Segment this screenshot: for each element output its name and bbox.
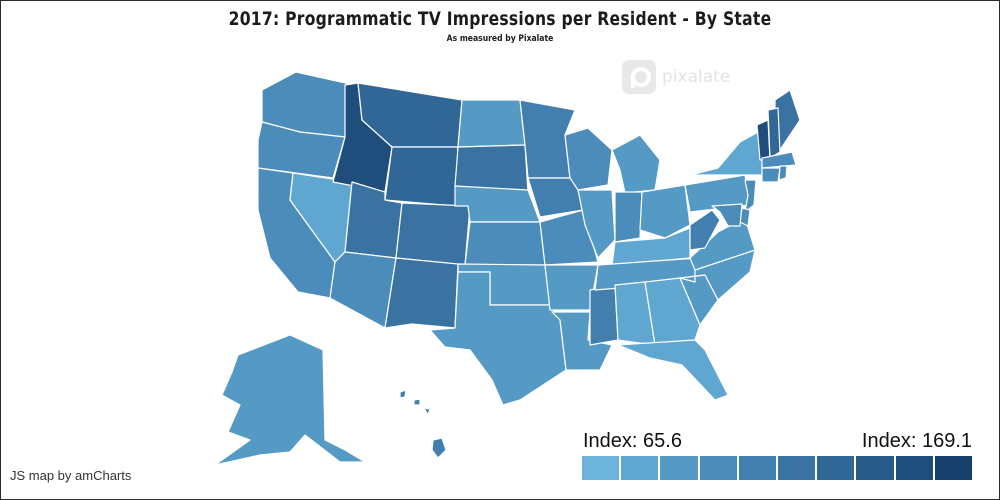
state-nm[interactable] (384, 257, 459, 329)
state-wy[interactable] (384, 146, 459, 207)
state-wv[interactable] (689, 209, 721, 251)
state-az[interactable] (329, 251, 397, 329)
state-va[interactable] (689, 217, 756, 271)
legend-swatch (778, 456, 816, 480)
legend-swatch (621, 456, 659, 480)
state-co[interactable] (395, 202, 471, 266)
legend-swatch (582, 456, 620, 480)
state-ak[interactable] (214, 334, 366, 466)
pixalate-logo-icon (622, 60, 656, 94)
watermark-text: pixalate (662, 67, 731, 87)
legend-swatch (660, 456, 698, 480)
legend-swatch (934, 456, 973, 480)
map-title: 2017: Programmatic TV Impressions per Re… (228, 8, 772, 30)
state-mi[interactable] (611, 134, 661, 194)
state-hi[interactable] (399, 389, 447, 459)
state-ma[interactable] (761, 151, 797, 169)
state-or[interactable] (257, 121, 346, 179)
state-oh[interactable] (639, 184, 691, 239)
legend-min-label: Index: 65.6 (583, 430, 682, 452)
amcharts-credit[interactable]: JS map by amCharts (10, 468, 132, 483)
legend-swatch (895, 456, 933, 480)
legend-swatch (856, 456, 894, 480)
legend-swatch (738, 456, 777, 480)
state-nc[interactable] (679, 249, 756, 301)
state-tx[interactable] (429, 271, 567, 406)
legend-max-label: Index: 169.1 (861, 430, 972, 452)
state-md[interactable] (711, 203, 743, 227)
legend-swatch (817, 456, 855, 480)
state-il[interactable] (577, 189, 616, 259)
state-vt[interactable] (756, 119, 771, 161)
state-wi[interactable] (564, 127, 613, 191)
state-fl[interactable] (617, 339, 729, 401)
state-ct[interactable] (761, 167, 781, 183)
state-mo[interactable] (539, 209, 599, 266)
state-in[interactable] (614, 191, 643, 243)
state-ks[interactable] (464, 221, 546, 266)
state-sd[interactable] (454, 144, 529, 193)
state-nh[interactable] (767, 107, 781, 159)
map-subtitle: As measured by Pixalate (446, 34, 554, 44)
state-ny[interactable] (689, 129, 766, 176)
state-ms[interactable] (589, 284, 619, 346)
pixalate-watermark: pixalate (622, 60, 730, 94)
legend-swatch (699, 456, 737, 480)
state-ri[interactable] (778, 165, 788, 181)
legend-color-scale (582, 456, 973, 480)
state-nd[interactable] (457, 99, 526, 148)
state-nj[interactable] (744, 179, 757, 213)
state-ga[interactable] (644, 277, 701, 346)
